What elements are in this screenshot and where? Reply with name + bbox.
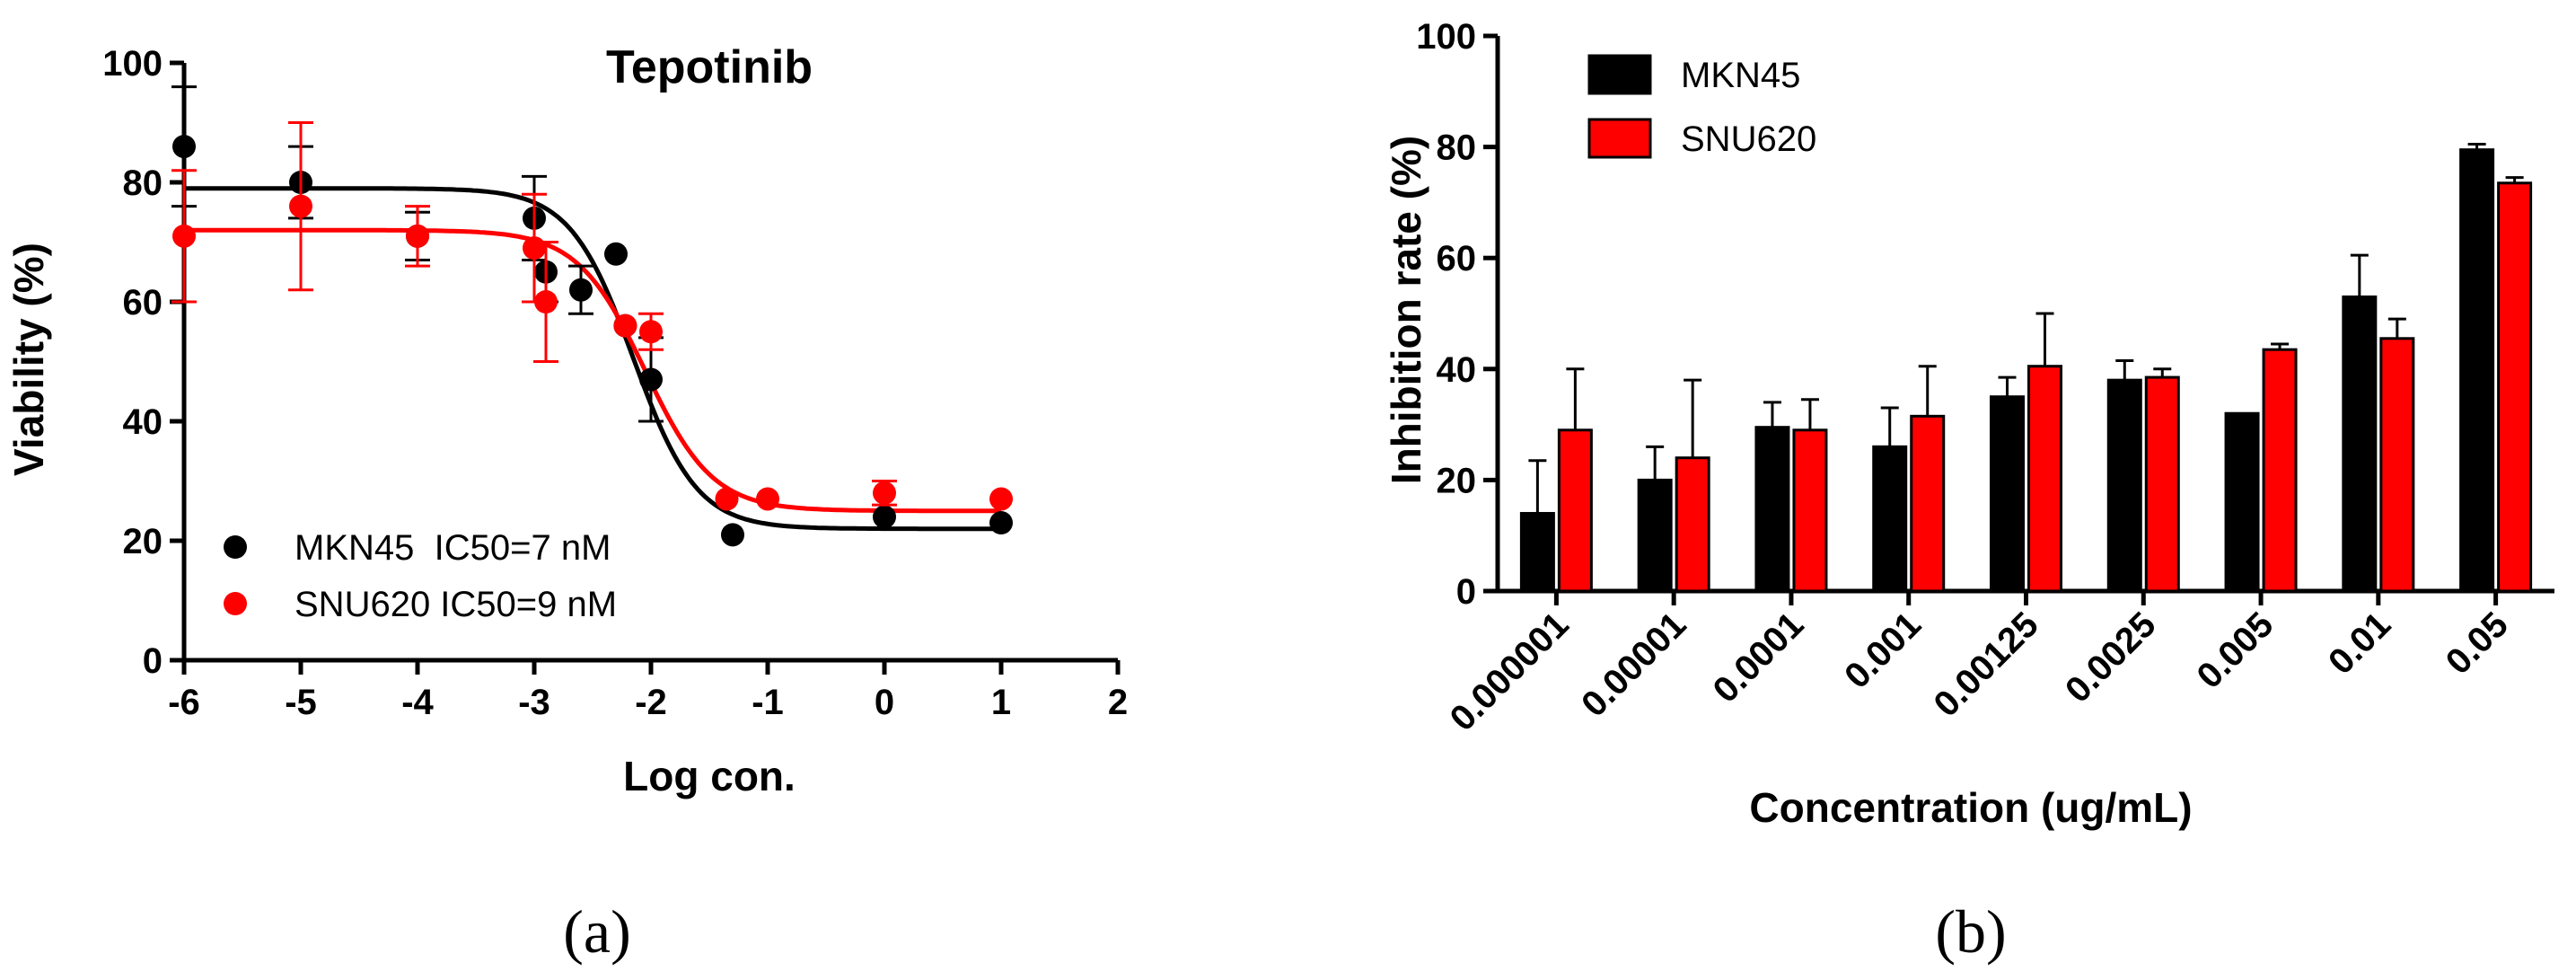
chart-b-x-tick-label: 0.0001 [1706,605,1812,711]
chart-a-y-tick-label: 100 [102,44,163,84]
chart-a-point [639,367,663,392]
chart-b-bars [1519,143,2533,593]
chart-a-fit-curves [184,186,1001,532]
chart-a-fit-curve-0 [184,186,1001,532]
chart-a-point [523,236,546,260]
chart-b-legend-label-snu620: SNU620 [1681,119,1816,159]
chart-a-point [715,487,739,511]
chart-a-x-tick-label: -6 [168,683,200,722]
chart-b-x-tick-label: 0.000001 [1443,605,1577,738]
chart-a-x-tick-label: 2 [1108,683,1128,722]
chart-a-point [172,224,196,248]
chart-b-bar-mkn45 [1754,426,1790,593]
chart-a-point [569,278,593,302]
chart-a-legend: MKN45 IC50=7 nM SNU620 IC50=9 nM [224,528,617,624]
chart-b-y-tick-label: 0 [1456,572,1476,612]
chart-a-legend-label-snu620: SNU620 IC50=9 nM [295,585,617,624]
chart-a-point [172,135,196,159]
chart-a-point [604,242,628,266]
chart-a-fit-curve-1 [184,227,1001,514]
chart-b-bar-snu620 [2497,181,2533,593]
chart-b-y-tick-label: 80 [1437,128,1477,168]
chart-a-point [534,290,558,313]
chart-b-bar-snu620 [1557,428,1593,593]
chart-b-bar-snu620 [2027,365,2062,593]
chart-b-bar-mkn45 [2106,378,2142,593]
chart-a-point [289,194,312,218]
chart-b-y-tick-label: 100 [1416,17,1476,57]
chart-a-point [406,224,429,248]
chart-a-ylabel: Viability (%) [5,243,52,476]
chart-a-point [989,487,1013,511]
chart-b-bar-mkn45 [1519,511,1555,593]
chart-b-bar-mkn45 [1872,445,1908,593]
chart-a-legend-marker-snu620 [224,592,247,615]
chart-a-x-tick-label: -5 [285,683,317,722]
chart-b-bar-snu620 [1792,428,1828,593]
chart-b-ylabel: Inhibition rate (%) [1383,136,1429,484]
chart-a-x-tick-label: -3 [518,683,550,722]
chart-b-x-tick-label: 0.0025 [2058,605,2164,711]
chart-b-x-tick-label: 0.05 [2439,605,2516,682]
chart-a-point [873,505,896,529]
chart-b-x-tick-label: 0.01 [2321,605,2398,682]
chart-b-bar-snu620 [2144,375,2180,593]
chart-a-x-tick-label: -4 [401,683,434,722]
chart-a-point [613,313,637,338]
chart-b-bar-snu620 [1675,456,1710,593]
chart-a-x-tick-label: -1 [752,683,784,722]
chart-a-x-tick-label: 1 [991,683,1011,722]
chart-b-y-tick-label: 40 [1437,350,1477,390]
chart-a-y-tick-label: 60 [123,283,163,322]
chart-b-legend-label-mkn45: MKN45 [1681,56,1800,95]
chart-a-data-points [171,85,1013,547]
chart-b-legend-swatch-mkn45 [1587,54,1652,95]
chart-a-title: Tepotinib [606,41,813,93]
chart-a-x-tick-label: 0 [875,683,894,722]
chart-a-y-tick-label: 20 [123,522,163,561]
chart-b-caption: (b) [1935,897,2006,966]
chart-b-x-tick-label: 0.001 [1837,605,1929,696]
chart-b-x-tick-label: 0.00001 [1574,605,1693,724]
chart-b-bar-mkn45 [1990,395,2025,593]
chart-b-bar-mkn45 [2224,411,2260,593]
chart-a-point [639,320,663,344]
chart-b-bar-mkn45 [2459,148,2495,593]
chart-a-point [756,487,779,511]
chart-a-y-tick-label: 80 [123,163,163,203]
chart-b-legend-swatch-snu620 [1587,118,1652,159]
chart-a-point [721,523,744,547]
chart-a-xlabel: Log con. [623,753,796,799]
chart-a-caption: (a) [563,897,630,966]
chart-b-x-tick-label: 0.00125 [1927,605,2046,724]
chart-a-point [873,481,896,505]
chart-b-y-tick-label: 20 [1437,461,1477,500]
chart-a-y-tick-label: 0 [143,641,163,681]
chart-a-y-tick-label: 40 [123,402,163,442]
chart-a-axes: 0 20 40 60 80 100 -6 -5 -4 -3 -2 -1 0 1 2 [102,44,1128,722]
chart-b-legend: MKN45 SNU620 [1587,54,1816,159]
chart-b-bar-snu620 [1910,414,1946,593]
chart-a-legend-label-mkn45: MKN45 IC50=7 nM [295,528,611,568]
chart-b-bar-mkn45 [2342,295,2378,593]
chart-a-x-tick-label: -2 [635,683,667,722]
chart-b-y-tick-label: 60 [1437,239,1477,278]
chart-a-legend-marker-mkn45 [224,535,247,559]
panel-a-dose-response-chart: Tepotinib Log con. Viability (%) 0204060… [5,41,1128,966]
chart-b-bar-mkn45 [1637,478,1673,593]
chart-b-bar-snu620 [2379,337,2415,593]
chart-b-xlabel: Concentration (ug/mL) [1749,784,2192,831]
panel-b-bar-chart: Concentration (ug/mL) Inhibition rate (%… [1383,17,2554,966]
chart-b-bar-snu620 [2262,348,2298,593]
chart-b-x-tick-label: 0.005 [2190,605,2281,696]
chart-a-point [989,511,1013,535]
